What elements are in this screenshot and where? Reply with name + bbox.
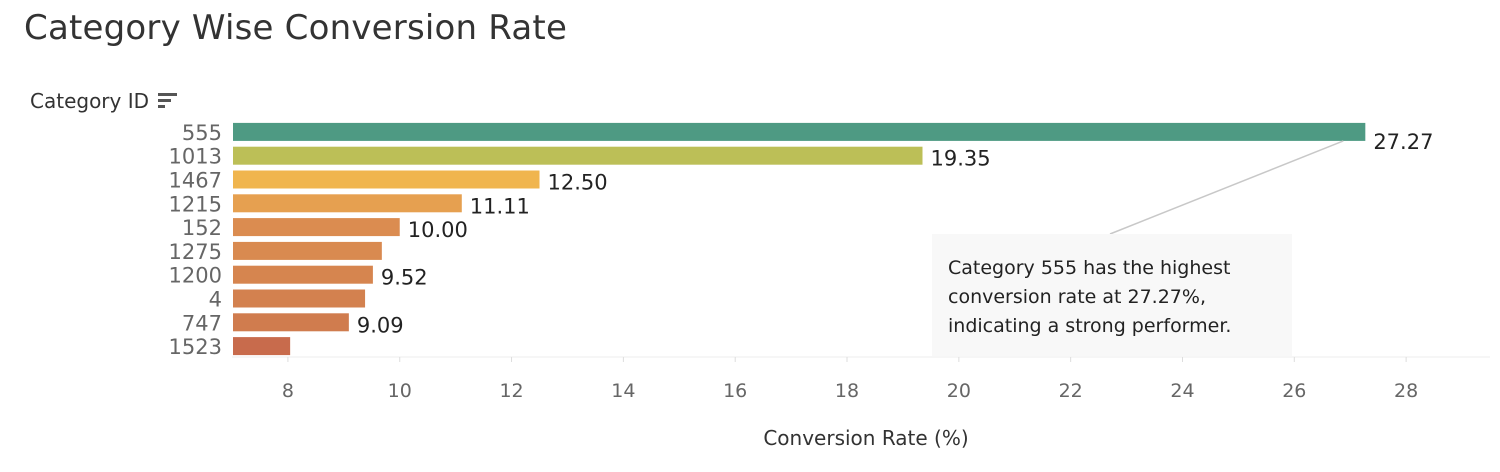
x-tick-label-8: 8: [282, 380, 294, 402]
data-label-1215: 11.11: [470, 194, 530, 218]
annotation-line: Category 555 has the highest: [948, 257, 1231, 279]
data-label-1013: 19.35: [931, 147, 991, 171]
category-label-4: 4: [209, 288, 222, 312]
category-label-1523: 1523: [169, 335, 222, 359]
x-tick-label-22: 22: [1059, 380, 1083, 402]
bar-1275[interactable]: [233, 241, 382, 260]
y-axis-header-label: Category ID: [30, 89, 150, 113]
data-label-555: 27.27: [1373, 130, 1433, 154]
bar-1200[interactable]: [233, 265, 373, 284]
category-label-555: 555: [182, 121, 222, 145]
x-tick-label-18: 18: [835, 380, 859, 402]
category-label-1467: 1467: [169, 169, 222, 193]
bar-1215[interactable]: [233, 194, 462, 213]
x-tick-label-10: 10: [388, 380, 412, 402]
data-label-747: 9.09: [357, 313, 404, 337]
x-tick-label-26: 26: [1282, 380, 1306, 402]
page-title: Category Wise Conversion Rate: [24, 8, 568, 48]
annotation-line: indicating a strong performer.: [948, 315, 1232, 337]
annotation-line: conversion rate at 27.27%,: [948, 286, 1206, 308]
bar-4[interactable]: [233, 289, 366, 308]
sort-descending-icon[interactable]: [158, 92, 178, 110]
x-tick-label-16: 16: [723, 380, 747, 402]
data-label-1467: 12.50: [548, 171, 608, 195]
y-axis-header[interactable]: Category ID: [30, 89, 178, 113]
bar-1013[interactable]: [233, 146, 923, 165]
annotation-box: Category 555 has the highest conversion r…: [932, 234, 1292, 356]
category-label-152: 152: [182, 216, 222, 240]
x-tick-label-24: 24: [1170, 380, 1194, 402]
x-tick-label-28: 28: [1394, 380, 1418, 402]
x-tick-label-14: 14: [611, 380, 635, 402]
x-tick-label-12: 12: [499, 380, 523, 402]
x-axis: 8 10 12 14 16 18 20 22 24 26 28: [232, 356, 1490, 402]
annotation-connector-line: [1109, 140, 1344, 235]
bar-1523[interactable]: [233, 337, 291, 356]
category-label-1200: 1200: [169, 264, 222, 288]
bar-1467[interactable]: [233, 170, 540, 189]
category-label-1013: 1013: [169, 145, 222, 169]
bar-747[interactable]: [233, 313, 349, 332]
category-label-1275: 1275: [169, 240, 222, 264]
data-label-152: 10.00: [408, 218, 468, 242]
bar-555[interactable]: [233, 122, 1366, 141]
bars-layer: 555 27.27 1013 19.35 1467 12.50 1215 11.11 152 10…: [169, 121, 1434, 359]
x-tick-label-20: 20: [947, 380, 971, 402]
category-label-1215: 1215: [169, 192, 222, 216]
data-label-1200: 9.52: [381, 266, 428, 290]
x-axis-title: Conversion Rate (%): [763, 426, 968, 450]
category-label-747: 747: [182, 311, 222, 335]
bar-152[interactable]: [233, 218, 400, 237]
